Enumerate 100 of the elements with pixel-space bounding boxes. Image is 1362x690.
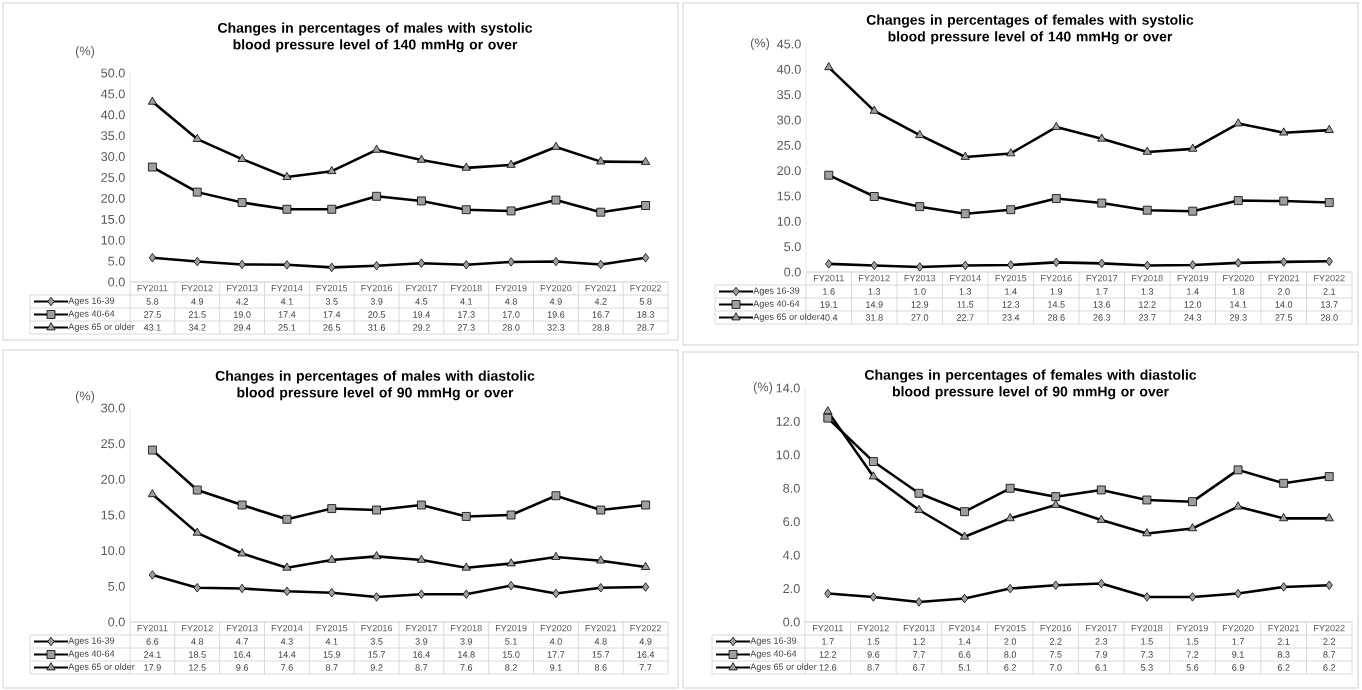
point [551,491,561,501]
point [192,527,202,536]
data-label: 23.7 [1138,314,1156,321]
point [824,170,834,180]
data-label: 6.6 [958,651,971,658]
legend-label: Ages 16-39 [753,287,800,296]
point [237,198,247,207]
data-label: 4.8 [191,638,204,645]
point [869,105,879,114]
point [1233,501,1243,510]
point [1051,121,1061,130]
data-label: 16.7 [592,311,610,318]
point [1279,513,1289,522]
point [1098,258,1106,269]
data-label: 6.7 [913,664,925,671]
point [596,207,606,217]
data-label: 26.3 [1093,314,1111,321]
data-label: 7.7 [913,651,925,658]
data-label: 28.7 [637,324,654,331]
data-label: 1.3 [868,288,881,295]
data-label: 7.9 [1095,651,1108,658]
data-label: 4.5 [415,298,428,305]
point [1096,485,1106,495]
data-label: 16.4 [637,651,655,658]
point [914,488,924,498]
point [147,489,157,498]
point [824,588,832,599]
y-axis-title: (%) [750,38,770,50]
y-tick-label: 8.0 [783,483,800,493]
data-label: 17.0 [502,311,520,318]
point [192,485,202,495]
data-label: 15.9 [323,651,341,658]
data-label: 7.5 [1049,651,1062,658]
point [416,554,426,563]
point [1097,133,1107,142]
data-label: 28.0 [1320,314,1338,321]
data-label: 7.2 [1186,651,1199,658]
y-tick-label: 20.0 [777,166,801,176]
x-tick-label: FY2015 [995,624,1026,632]
y-tick-label: 30.0 [777,115,801,125]
point [327,554,337,563]
x-tick-label: FY2017 [1086,624,1117,632]
data-label: 1.7 [1096,288,1108,295]
point [1234,258,1242,268]
data-label: 12.5 [189,664,206,671]
point [914,504,924,513]
x-tick-label: FY2018 [1132,274,1163,282]
point [961,260,969,271]
point [597,259,605,270]
point [416,154,426,163]
data-label: 5.8 [146,298,159,305]
x-tick-label: FY2020 [1222,624,1254,632]
point [1233,118,1243,127]
point [417,589,426,599]
x-tick-label: FY2016 [1040,624,1072,632]
point [1142,146,1152,155]
y-tick-label: 4.0 [782,550,800,560]
data-label: 9.6 [236,664,248,671]
x-tick-label: FY2015 [995,274,1027,282]
point [1233,196,1243,205]
y-tick-label: 20.0 [101,474,125,484]
data-label: 14.8 [458,651,475,658]
data-label: 4.8 [594,638,607,645]
y-tick-label: 15.0 [777,191,801,201]
x-tick-label: FY2011 [137,284,168,292]
point [596,555,606,564]
data-label: 27.0 [911,314,929,321]
data-label: 15.7 [368,651,385,658]
point [1279,196,1289,206]
data-label: 1.6 [823,288,835,295]
point [1234,588,1242,599]
x-tick-label: FY2011 [813,274,844,282]
point [641,201,650,210]
point [1233,465,1243,475]
data-label: 14.4 [278,651,296,658]
y-tick-label: 20.0 [101,193,125,203]
legend-label: Ages 16-39 [750,637,797,646]
y-tick-label: 50.0 [101,68,125,78]
data-label: 14.5 [1048,301,1065,308]
y-tick-label: 30.0 [101,403,125,413]
x-tick-label: FY2014 [949,624,981,632]
data-label: 4.2 [236,298,248,305]
y-tick-label: 5.0 [108,581,125,591]
point [823,413,833,423]
point [462,260,470,270]
data-label: 8.0 [1004,651,1017,658]
data-label: 29.2 [413,324,430,331]
data-label: 1.8 [1232,288,1245,295]
point [237,153,247,162]
point [193,256,201,267]
data-label: 13.7 [1321,301,1338,308]
point [147,96,157,105]
data-label: 4.1 [460,298,473,305]
point [1324,124,1334,133]
data-label: 4.0 [549,638,562,645]
data-label: 6.2 [1277,664,1290,671]
point [960,531,970,540]
data-label: 5.1 [505,638,517,645]
data-label: 14.0 [1275,301,1293,308]
data-label: 13.6 [1093,301,1111,308]
